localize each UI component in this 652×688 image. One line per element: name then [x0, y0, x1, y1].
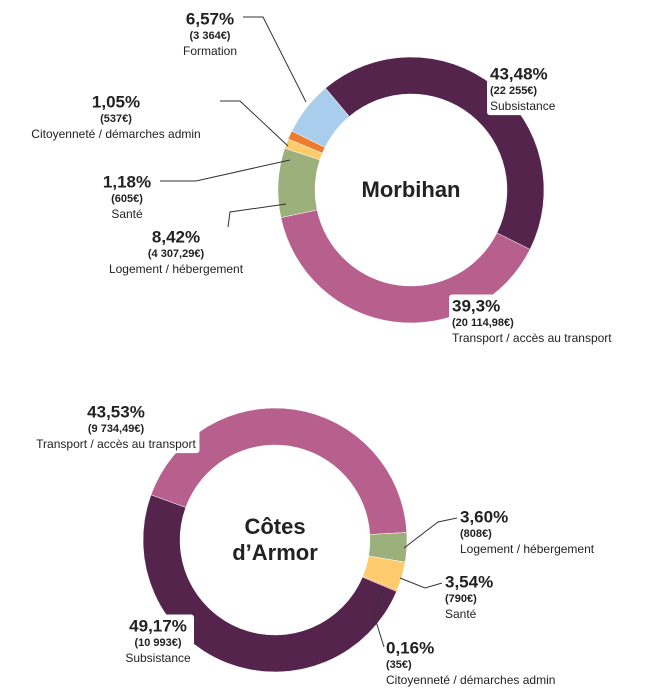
amount-label: (808€): [460, 528, 492, 540]
category-label: Transport / accès au transport: [36, 437, 196, 451]
value-label: 43,53%: [87, 402, 145, 421]
value-label: 43,48%: [490, 64, 548, 83]
donut-segment: [150, 407, 408, 535]
amount-label: (790€): [445, 593, 477, 605]
category-label: Citoyenneté / démarches admin: [386, 673, 555, 687]
label-background: [487, 62, 559, 116]
value-label: 49,17%: [129, 616, 187, 635]
leader-line: [220, 100, 289, 147]
donut-segment: [277, 147, 321, 218]
category-label: Subsistance: [490, 99, 556, 113]
amount-label: (605€): [111, 193, 143, 205]
value-label: 1,18%: [103, 172, 151, 191]
amount-label: (22 255€): [490, 85, 537, 97]
label-background: [122, 614, 195, 668]
label-background: [449, 294, 616, 348]
leader-line: [373, 589, 385, 648]
leader-line: [399, 577, 443, 589]
leader-line: [403, 517, 458, 549]
leader-line: [227, 203, 287, 228]
category-label: Subsistance: [125, 651, 191, 665]
chart-title: Morbihan: [361, 177, 461, 202]
category-label: Transport / accès au transport: [452, 331, 612, 345]
donut-segment: [142, 494, 397, 673]
amount-label: (537€): [100, 113, 132, 125]
value-label: 1,05%: [92, 92, 140, 111]
leader-line: [160, 159, 291, 182]
leader-line: [243, 16, 307, 103]
category-label: Citoyenneté / démarches admin: [31, 127, 200, 141]
category-label: Logement / hébergement: [460, 542, 595, 556]
value-label: 3,60%: [460, 507, 508, 526]
category-label: Formation: [183, 44, 237, 58]
value-label: 3,54%: [445, 572, 493, 591]
label-background: [33, 400, 200, 454]
amount-label: (4 307,29€): [148, 248, 205, 260]
amount-label: (3 364€): [190, 30, 231, 42]
value-label: 0,16%: [386, 638, 434, 657]
chart-title: Côtes d’Armor: [232, 514, 318, 565]
value-label: 39,3%: [452, 296, 500, 315]
amount-label: (35€): [386, 659, 412, 671]
category-label: Santé: [445, 607, 477, 621]
value-label: 6,57%: [186, 9, 234, 28]
donut-segment: [291, 87, 350, 148]
amount-label: (20 114,98€): [452, 317, 514, 329]
value-label: 8,42%: [152, 227, 200, 246]
category-label: Logement / hébergement: [109, 262, 244, 276]
amount-label: (9 734,49€): [88, 423, 145, 435]
category-label: Santé: [111, 207, 143, 221]
amount-label: (10 993€): [134, 637, 181, 649]
